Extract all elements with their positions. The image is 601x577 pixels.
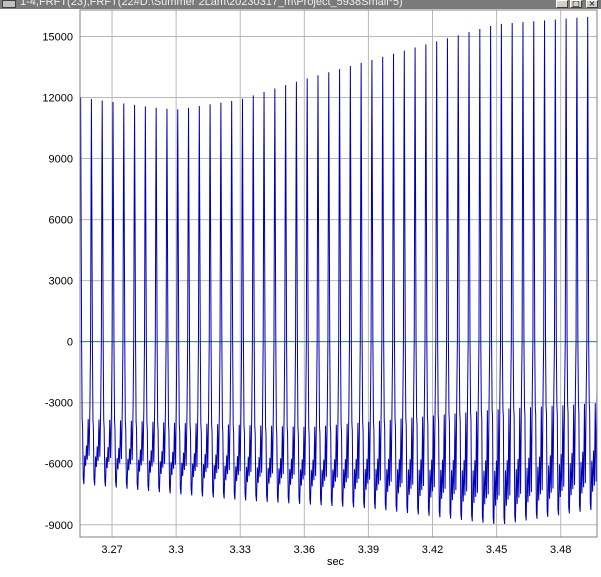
window-title: 1-4,FRFT(23),FRFT(22#D:\Summer 2Lam\2023…: [20, 0, 403, 8]
y-tick-label: 15000: [42, 31, 73, 43]
x-tick-label: 3.33: [230, 544, 251, 556]
series-signal-line: [79, 16, 598, 525]
x-tick-label: 3.3: [168, 544, 183, 556]
y-tick-label: -6000: [45, 459, 73, 471]
plot-frame: [79, 9, 598, 538]
x-axis-label: sec: [327, 556, 345, 568]
y-tick-label: -9000: [45, 520, 73, 532]
y-tick-label: 3000: [49, 276, 73, 288]
maximize-button[interactable]: □: [570, 0, 582, 8]
title-bar[interactable]: 1-4,FRFT(23),FRFT(22#D:\Summer 2Lam\2023…: [0, 0, 601, 9]
y-tick-label: 12000: [42, 92, 73, 104]
y-tick-label: 0: [67, 337, 73, 349]
y-tick-label: 6000: [49, 215, 73, 227]
x-tick-label: 3.27: [101, 544, 122, 556]
y-axis: 15000 12000 9000 6000 3000 0 -3000 -6000 -9000: [42, 31, 73, 531]
close-button[interactable]: ×: [586, 0, 598, 8]
x-tick-label: 3.42: [422, 544, 443, 556]
system-menu-icon[interactable]: [2, 0, 16, 8]
grid: [80, 10, 597, 537]
x-tick-label: 3.36: [294, 544, 315, 556]
minimize-button[interactable]: _: [556, 0, 568, 8]
y-tick-label: 9000: [49, 154, 73, 166]
y-tick-label: -3000: [45, 398, 73, 410]
x-tick-label: 3.45: [486, 544, 507, 556]
x-tick-label: 3.39: [358, 544, 379, 556]
x-tick-label: 3.48: [550, 544, 571, 556]
x-axis: 3.27 3.3 3.33 3.36 3.39 3.42 3.45 3.48: [101, 544, 571, 556]
